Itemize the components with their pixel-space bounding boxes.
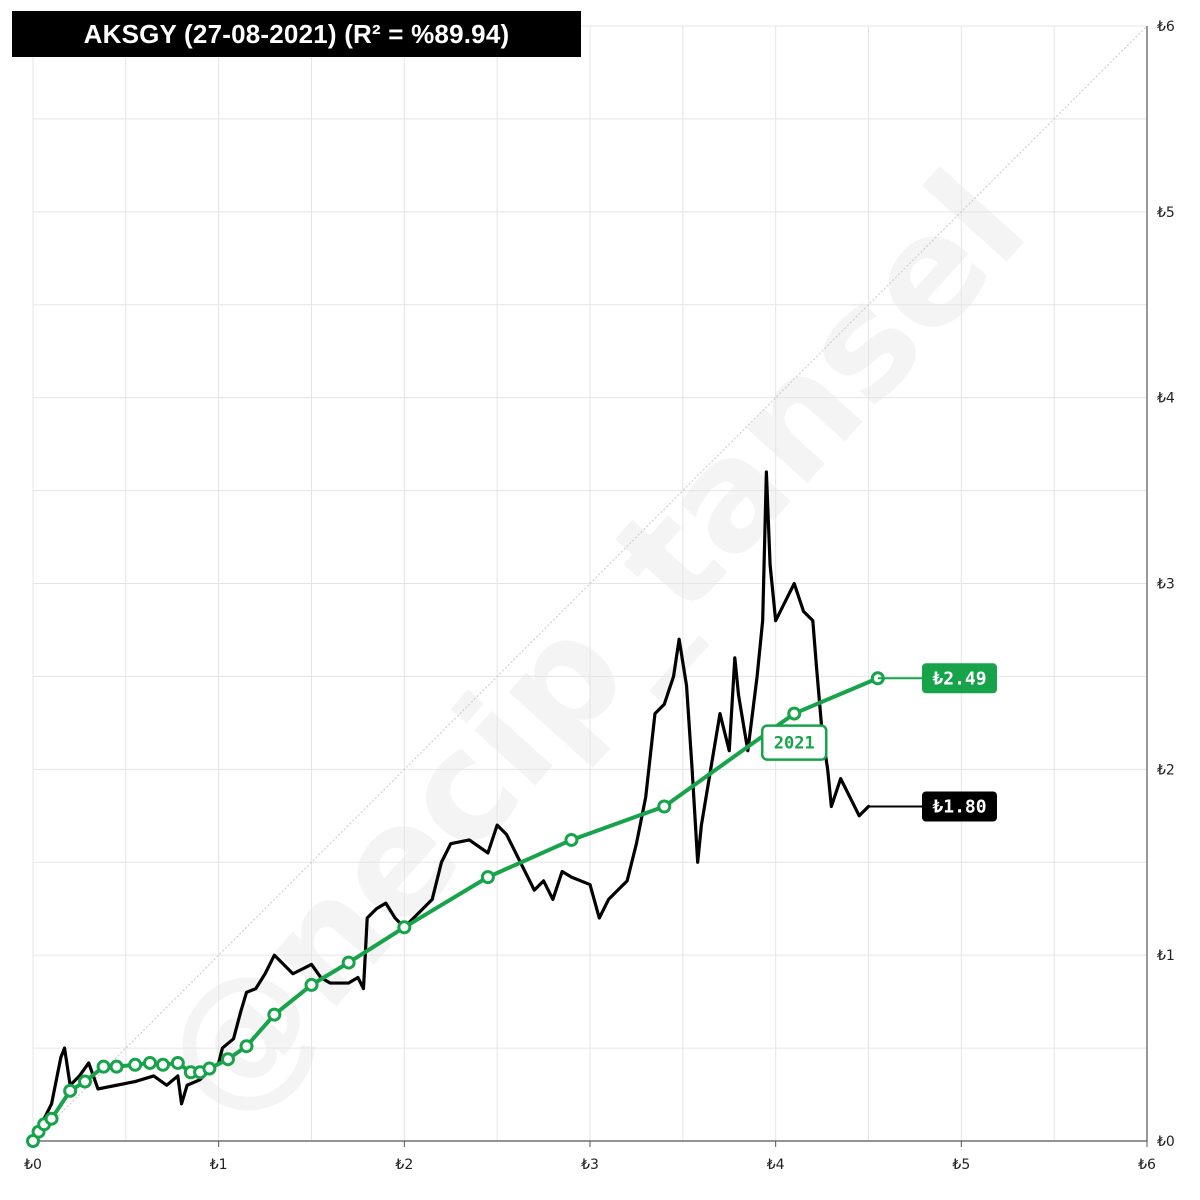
trend-point	[170, 1055, 185, 1070]
trend-point	[657, 799, 672, 814]
x-tick-label: ₺5	[952, 1157, 970, 1173]
trend-point	[202, 1061, 217, 1076]
y-tick-label: ₺6	[1157, 19, 1175, 35]
price-line	[31, 470, 871, 1143]
trend-point	[96, 1059, 111, 1074]
y-tick-label: ₺2	[1157, 762, 1175, 778]
trend-point	[267, 1007, 282, 1022]
trend-point	[128, 1057, 143, 1072]
y-tick-label: ₺0	[1157, 1134, 1175, 1150]
y-tick-label: ₺3	[1157, 577, 1175, 593]
trend-point	[77, 1074, 92, 1089]
watermark: @necip_tansel	[125, 141, 1060, 1152]
x-tick-label: ₺6	[1138, 1157, 1156, 1173]
trend-end-badge-text: ₺2.49	[932, 668, 986, 689]
y-tick-label: ₺1	[1157, 948, 1175, 964]
price-end-badge	[922, 791, 997, 822]
trend-series	[26, 671, 885, 1148]
trend-point	[142, 1055, 157, 1070]
trend-point	[564, 832, 579, 847]
end-labels: ₺2.49 ₺1.80 2021	[760, 663, 997, 822]
trend-point	[304, 977, 319, 992]
trend-point	[109, 1059, 124, 1074]
trend-point	[155, 1057, 170, 1072]
trend-point	[787, 706, 802, 721]
diagonal-reference-line	[32, 25, 1148, 1142]
trend-point	[239, 1039, 254, 1054]
chart-title: AKSGY (27-08-2021) (R² = %89.94)	[12, 11, 581, 57]
trend-point	[341, 955, 356, 970]
trend-end-badge	[922, 663, 997, 694]
tick-labels: ₺0 ₺1 ₺2 ₺3 ₺4 ₺5 ₺6₺0₺1₺2₺3₺4₺5₺6	[24, 19, 1175, 1173]
x-tick-label: ₺0	[24, 1157, 42, 1173]
y-tick-label: ₺4	[1157, 391, 1175, 407]
price-series	[31, 470, 871, 1143]
x-tick-label: ₺1	[210, 1157, 228, 1173]
year-annotation-text: 2021	[774, 734, 815, 754]
x-tick-label: ₺4	[767, 1157, 785, 1173]
trend-point	[220, 1052, 235, 1067]
trend-point	[480, 870, 495, 885]
x-tick-label: ₺3	[581, 1157, 599, 1173]
trend-point	[397, 920, 412, 935]
trend-point	[44, 1111, 59, 1126]
trend-point	[63, 1083, 78, 1098]
price-end-badge-text: ₺1.80	[932, 797, 986, 818]
y-tick-label: ₺5	[1157, 205, 1175, 221]
year-annotation-box	[760, 724, 828, 761]
x-tick-label: ₺2	[395, 1157, 413, 1173]
